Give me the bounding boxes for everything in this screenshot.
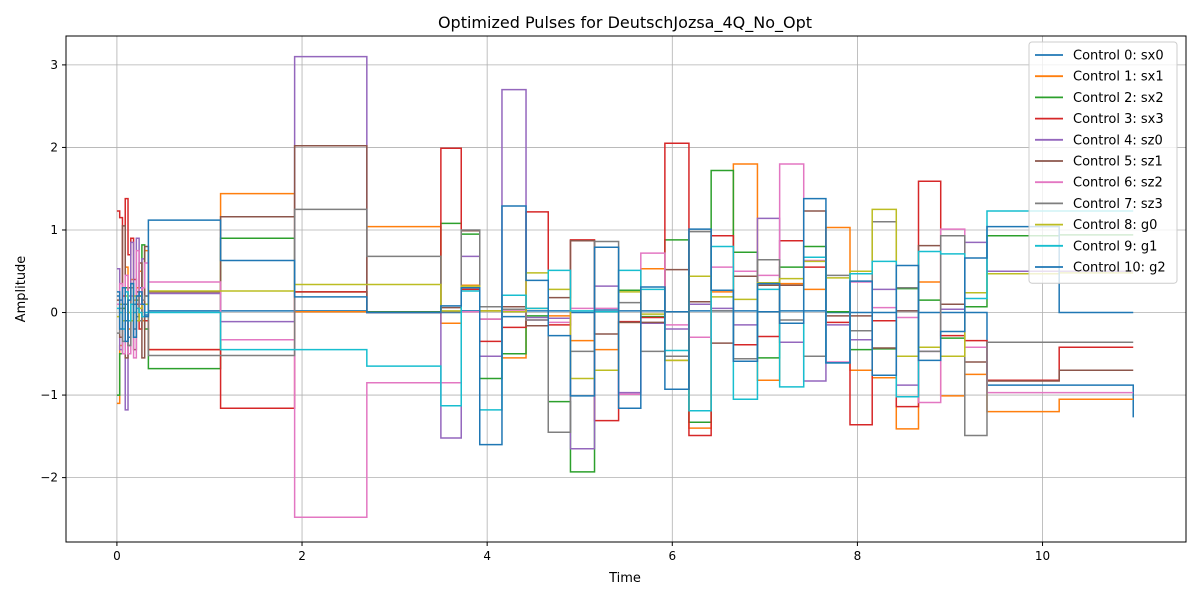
x-axis-label: Time: [608, 571, 641, 586]
legend-label: Control 1: sx1: [1073, 70, 1164, 85]
y-tick-label: 0: [50, 306, 58, 320]
x-axis: 0 2 4 6 8 10: [113, 542, 1050, 563]
y-axis-label: Amplitude: [14, 256, 29, 323]
y-axis: −2 −1 0 1 2 3: [40, 58, 66, 485]
x-tick-label: 6: [668, 549, 676, 563]
legend-label: Control 8: g0: [1073, 218, 1157, 233]
y-tick-label: 3: [50, 58, 58, 72]
x-tick-label: 10: [1035, 549, 1050, 563]
legend-label: Control 4: sz0: [1073, 133, 1163, 148]
legend: Control 0: sx0 Control 1: sx1 Control 2: s…: [1028, 41, 1178, 284]
x-tick-label: 4: [483, 549, 491, 563]
legend-label: Control 5: sz1: [1073, 155, 1163, 170]
legend-label: Control 0: sx0: [1073, 49, 1164, 64]
legend-label: Control 9: g1: [1073, 239, 1157, 254]
legend-label: Control 6: sz2: [1073, 176, 1163, 191]
series-line-10: [116, 197, 1134, 446]
x-tick-label: 0: [113, 549, 121, 563]
y-tick-label: −2: [40, 471, 58, 485]
series-layer: [116, 55, 1134, 518]
legend-label: Control 2: sx2: [1073, 91, 1164, 106]
chart-title: Optimized Pulses for DeutschJozsa_4Q_No_…: [438, 13, 812, 33]
legend-label: Control 10: g2: [1073, 261, 1166, 276]
y-tick-label: 1: [50, 223, 58, 237]
legend-label: Control 3: sx3: [1073, 112, 1164, 127]
y-tick-label: −1: [40, 388, 58, 402]
x-tick-label: 2: [298, 549, 306, 563]
legend-box: [1028, 41, 1178, 284]
legend-label: Control 7: sz3: [1073, 197, 1163, 212]
x-tick-label: 8: [854, 549, 862, 563]
plot-frame: [65, 35, 1187, 543]
y-tick-label: 2: [50, 140, 58, 154]
